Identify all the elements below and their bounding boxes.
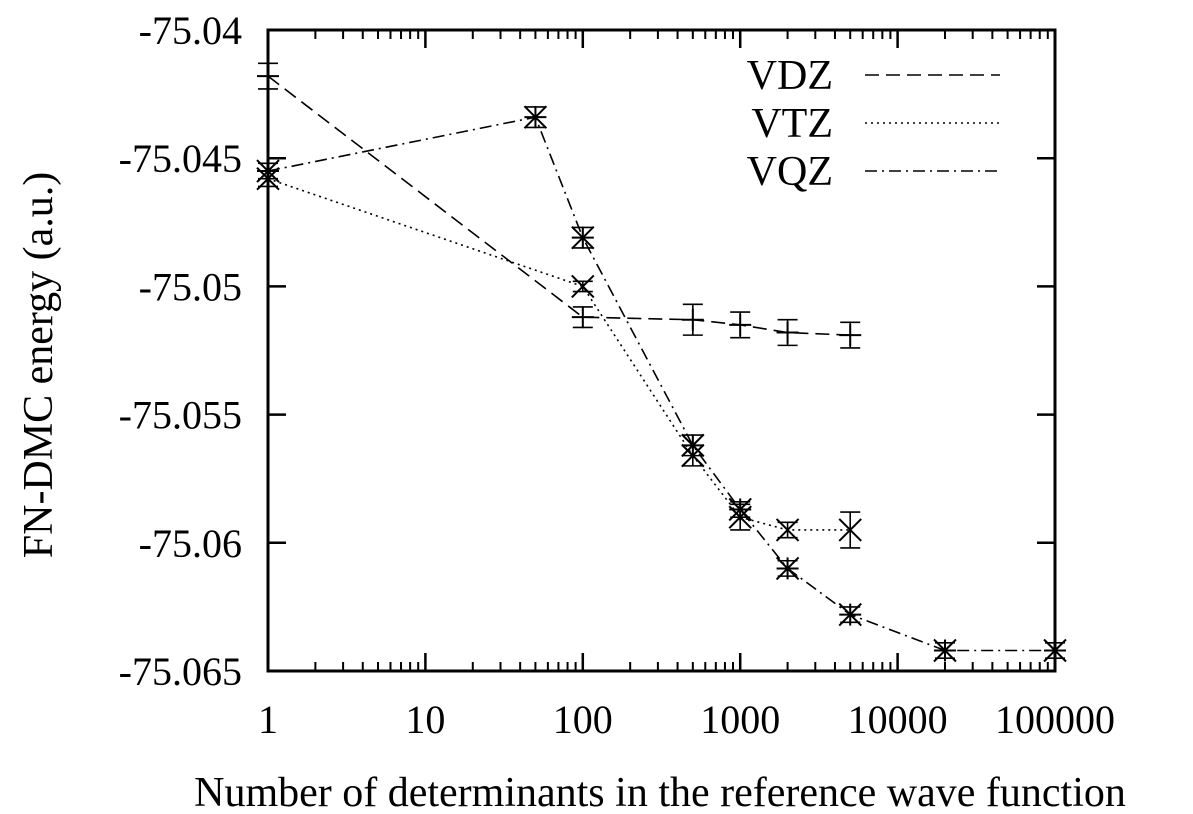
legend-label: VQZ: [747, 149, 833, 195]
y-tick-label: -75.045: [119, 136, 242, 181]
data-point: [729, 313, 752, 336]
data-point: [775, 518, 800, 542]
data-point: [681, 433, 705, 458]
y-tick-label: -75.06: [139, 521, 242, 566]
data-point: [933, 638, 957, 663]
data-point: [571, 274, 595, 299]
data-point: [681, 308, 704, 331]
plot-frame: [266, 28, 1057, 673]
legend-label: VDZ: [747, 53, 833, 99]
marker-stroke: [523, 105, 548, 129]
y-tick-label: -75.05: [139, 264, 242, 309]
data-point: [728, 497, 752, 522]
series-line: [267, 116, 1055, 652]
marker-stroke: [838, 602, 862, 627]
series-line: [267, 177, 851, 531]
series-vqz: [256, 105, 1067, 663]
data-point: [571, 306, 594, 329]
series-layer: [256, 62, 1067, 663]
marker-stroke: [571, 225, 595, 250]
legend-item-vqz: VQZ: [747, 149, 1000, 195]
data-point: [839, 324, 862, 347]
x-tick-label: 1: [258, 697, 278, 742]
marker-stroke: [838, 518, 862, 542]
y-tick-label: -75.04: [139, 8, 242, 53]
marker-stroke: [571, 274, 595, 299]
data-point: [838, 602, 862, 627]
x-axis-title: Number of determinants in the reference …: [194, 770, 1126, 814]
marker-stroke: [681, 433, 705, 458]
legend-item-vtz: VTZ: [751, 101, 1000, 147]
data-point: [775, 556, 800, 581]
x-tick-label: 100: [553, 697, 613, 742]
ticks-layer: [266, 28, 1057, 673]
marker-stroke: [775, 556, 800, 581]
marker-stroke: [728, 497, 752, 522]
x-tick-label: 10000: [848, 697, 948, 742]
x-tick-label: 10: [405, 697, 445, 742]
tick-labels-layer: -75.04 -75.045 -75.05 -75.055 -75.06 -75.065 1…: [119, 8, 1115, 742]
marker-stroke: [775, 518, 800, 542]
x-tick-label: 1000: [700, 697, 780, 742]
data-point: [838, 518, 862, 542]
y-axis-title: FN-DMC energy (a.u.): [16, 172, 62, 559]
x-tick-label: 100000: [995, 697, 1115, 742]
data-point: [776, 321, 799, 344]
y-tick-label: -75.065: [119, 649, 242, 694]
y-tick-label: -75.055: [119, 393, 242, 438]
legend-item-vdz: VDZ: [747, 53, 1000, 99]
marker-stroke: [933, 638, 957, 663]
legend-label: VTZ: [751, 101, 833, 147]
data-point: [571, 225, 595, 250]
data-point: [523, 105, 548, 129]
series-vtz: [256, 167, 862, 549]
